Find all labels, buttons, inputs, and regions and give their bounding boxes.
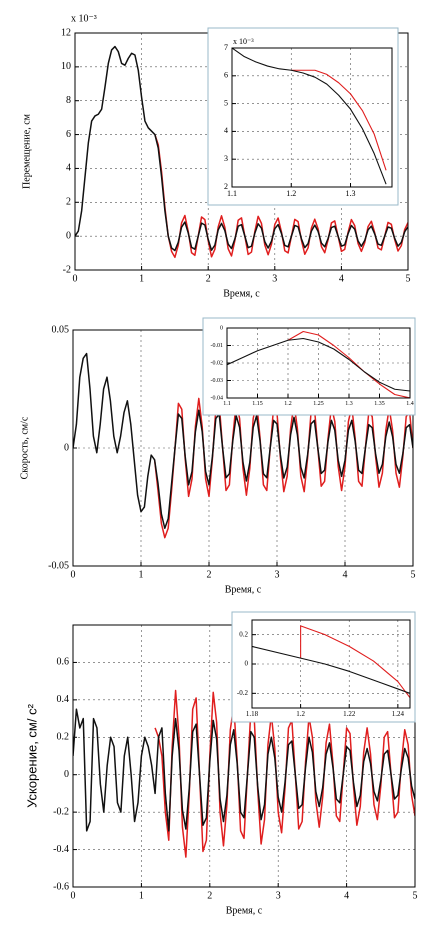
x-tick-label: 1.1 [223,401,231,407]
y-tick-label: -0.01 [211,343,224,349]
axis-multiplier: x 10⁻³ [233,37,254,46]
x-tick-label: 3 [276,890,281,901]
series-line [287,330,410,398]
y-tick-label: -0.4 [53,844,69,855]
y-axis-title: Ускорение, см/ с² [24,703,39,807]
x-tick-label: 5 [411,569,416,580]
y-tick-label: 12 [61,27,71,38]
x-tick-label: 1.35 [374,401,385,407]
x-tick-label: 1.3 [346,189,356,198]
x-tick-label: 1 [139,569,144,580]
series-line [252,645,410,694]
plot-frame [231,47,393,188]
y-axis-title: Перемещение, см [21,113,32,189]
y-tick-label: 0 [66,230,71,241]
y-tick-label: 8 [66,95,71,106]
x-tick-label: 4 [344,890,349,901]
series-line [75,45,408,252]
y-tick-label: -0.2 [237,689,249,697]
x-tick-label: 1.25 [313,401,324,407]
y-tick-label: 4 [224,126,228,135]
y-tick-label: 6 [224,71,228,80]
series-line [227,337,410,392]
y-tick-label: 0.05 [52,324,70,335]
x-tick-label: 2 [206,273,211,284]
x-tick-label: 1.2 [286,189,296,198]
series-line [73,352,413,529]
y-tick-label: -0.04 [211,395,224,401]
x-tick-label: 4 [339,273,344,284]
x-tick-label: 0 [71,569,76,580]
y-tick-label: 4 [66,163,71,174]
series-line [291,69,387,171]
series-line [73,708,415,832]
y-tick-label: -0.05 [48,560,69,571]
x-tick-label: 1.1 [227,189,237,198]
y-tick-label: 7 [224,43,228,52]
y-tick-label: -0.2 [53,806,69,817]
plot-area [252,620,410,708]
y-tick-label: -0.02 [211,360,224,366]
x-tick-label: 1.22 [343,710,356,718]
x-axis-title: Время, с [223,288,260,299]
y-tick-label: 0 [64,769,69,780]
x-tick-label: 5 [413,890,418,901]
y-tick-label: -0.03 [211,378,224,384]
x-axis-title: Время, с [226,905,263,916]
series-line [300,625,410,699]
plot-frame [251,619,411,709]
x-tick-label: 1.2 [284,401,292,407]
x-tick-label: 1.18 [246,710,259,718]
x-tick-label: 1 [139,273,144,284]
y-tick-label: 0.2 [57,732,70,743]
x-tick-label: 3 [272,273,277,284]
x-tick-label: 2 [207,890,212,901]
y-tick-label: -2 [63,264,71,275]
x-tick-label: 1 [139,890,144,901]
y-tick-label: 3 [224,154,228,163]
x-tick-label: 4 [343,569,348,580]
y-tick-label: -0.6 [53,881,69,892]
x-tick-label: 0 [73,273,78,284]
x-tick-label: 1.3 [345,401,353,407]
axis-multiplier: x 10⁻³ [71,13,97,24]
series-line [232,48,387,185]
y-tick-label: 0 [64,442,69,453]
y-tick-label: 6 [66,129,71,140]
y-tick-label: 0 [245,660,249,668]
y-tick-label: 2 [66,197,71,208]
x-tick-label: 1.2 [296,710,305,718]
x-tick-label: 5 [406,273,411,284]
y-tick-label: 10 [61,61,71,72]
y-tick-label: 0 [220,325,223,331]
x-tick-label: 2 [207,569,212,580]
x-axis-title: Время, с [225,584,262,595]
x-tick-label: 3 [275,569,280,580]
plot-frame [226,327,411,399]
x-tick-label: 1.24 [392,710,405,718]
y-axis-title: Скорость, см/с [19,416,30,479]
x-tick-label: 0 [71,890,76,901]
y-tick-label: 0.2 [239,630,248,638]
y-tick-label: 0.6 [57,657,70,668]
x-tick-label: 1.15 [252,401,263,407]
y-tick-label: 2 [224,182,228,191]
x-tick-label: 1.4 [406,401,414,407]
y-tick-label: 0.4 [57,694,70,705]
plot-area [232,48,392,187]
y-tick-label: 5 [224,98,228,107]
